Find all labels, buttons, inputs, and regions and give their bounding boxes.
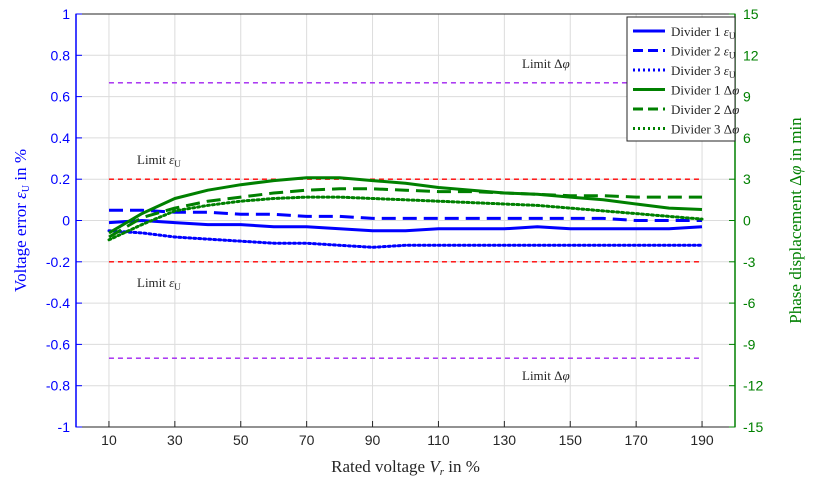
y-right-tick-label: -15	[743, 419, 763, 435]
series-line	[108, 219, 703, 233]
axis-ticks: 10 30 50 70 90 110 130 150 170 19010.80.60.40.20-…	[46, 6, 764, 448]
series-line	[107, 229, 704, 249]
y-right-tick-label: -12	[743, 378, 763, 394]
y-left-tick-label: 0	[62, 213, 70, 229]
legend-box	[626, 16, 736, 142]
y-left-tick-label: -0.2	[46, 254, 70, 270]
limit-annotation: Limit Δφ	[522, 56, 570, 71]
x-tick-label: 70	[299, 432, 315, 448]
y-right-tick-label: -9	[743, 336, 756, 352]
legend-label: Divider 2 Δφ	[671, 102, 739, 117]
y-left-tick-label: 0.2	[51, 171, 71, 187]
series-line	[109, 208, 702, 222]
y-left-tick-label: 0.6	[51, 89, 71, 105]
data-series	[107, 176, 704, 249]
y-axis-left-label: Voltage error εU in %	[11, 149, 32, 292]
x-tick-label: 150	[559, 432, 583, 448]
limit-annotation: Limit εU	[137, 275, 181, 292]
x-tick-label: 30	[167, 432, 183, 448]
x-tick-label: 50	[233, 432, 249, 448]
y-right-tick-label: 15	[743, 6, 759, 22]
y-right-tick-label: 12	[743, 47, 759, 63]
y-right-tick-label: 3	[743, 171, 751, 187]
y-left-tick-label: 1	[62, 6, 70, 22]
series-line	[108, 176, 703, 235]
series-line	[107, 195, 704, 242]
x-tick-label: 190	[690, 432, 714, 448]
legend-label: Divider 3 Δφ	[671, 122, 739, 137]
x-axis-label: Rated voltage Vr in %	[331, 457, 480, 478]
limit-annotation: Limit εU	[137, 152, 181, 169]
x-tick-label: 90	[365, 432, 381, 448]
y-left-tick-label: -1	[58, 419, 71, 435]
y-left-tick-label: 0.4	[51, 130, 71, 146]
legend-label: Divider 3 εU	[671, 63, 736, 80]
y-right-tick-label: -3	[743, 254, 756, 270]
y-right-tick-label: 0	[743, 213, 751, 229]
x-tick-label: 10	[101, 432, 117, 448]
y-left-tick-label: 0.8	[51, 47, 71, 63]
y-left-tick-label: -0.6	[46, 336, 70, 352]
y-right-tick-label: 9	[743, 89, 751, 105]
limit-annotations: Limit Δφ Limit εU Limit εU Limit Δφ	[137, 56, 570, 383]
x-tick-label: 170	[624, 432, 648, 448]
y-right-tick-label: 6	[743, 130, 751, 146]
legend-label: Divider 1 Δφ	[671, 83, 739, 98]
y-right-tick-label: -6	[743, 295, 756, 311]
y-left-tick-label: -0.4	[46, 295, 70, 311]
legend-label: Divider 1 εU	[671, 24, 736, 41]
legend: Divider 1 εU Divider 2 εU Divider 3 εU Divi…	[626, 16, 739, 142]
x-tick-label: 110	[427, 432, 450, 448]
limit-annotation: Limit Δφ	[522, 368, 570, 383]
legend-label: Divider 2 εU	[671, 44, 736, 61]
y-axis-right-label: Phase displacement Δφ in min	[786, 117, 805, 324]
y-left-tick-label: -0.8	[46, 378, 70, 394]
series-line	[108, 187, 702, 239]
x-tick-label: 130	[493, 432, 517, 448]
